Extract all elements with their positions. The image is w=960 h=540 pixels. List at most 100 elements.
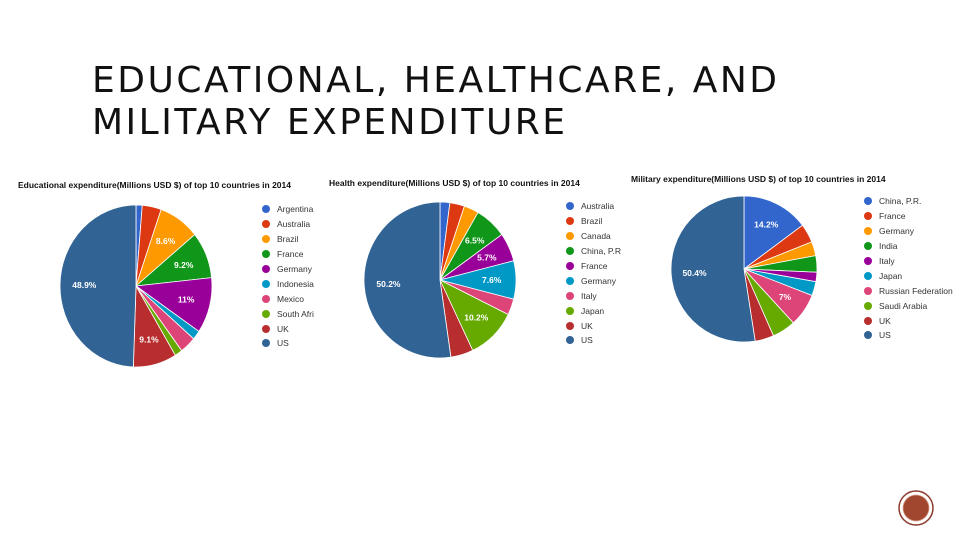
data-label-china-p-r: 14.2%: [754, 220, 779, 230]
legend-label: Italy: [581, 290, 597, 301]
legend-swatch: [566, 202, 574, 211]
legend-label: France: [581, 261, 608, 271]
legend-label: Saudi Arabia: [879, 300, 928, 311]
legend-label: Indonesia: [277, 278, 314, 289]
legend-item-italy[interactable]: Italy: [864, 254, 958, 269]
legend-item-australia[interactable]: Australia: [566, 199, 621, 214]
legend-swatch: [262, 205, 270, 214]
legend-swatch: [864, 301, 872, 310]
slide-title-line-2: MILITARY EXPENDITURE: [92, 102, 568, 143]
legend-swatch: [864, 257, 872, 265]
legend-item-argentina[interactable]: Argentina: [262, 202, 314, 217]
data-label-france: 5.7%: [477, 253, 497, 263]
legend-swatch: [262, 250, 270, 259]
legend-item-italy[interactable]: Italy: [566, 288, 621, 303]
legend-swatch: [864, 286, 872, 295]
slide-title: EDUCATIONAL, HEALTHCARE, AND MILITARY EX…: [92, 60, 780, 144]
legend-item-china-p-r[interactable]: China, P.R.: [864, 194, 958, 209]
legend-label: Australia: [277, 219, 311, 230]
legend-item-uk[interactable]: UK: [566, 318, 621, 333]
legend-label: Argentina: [277, 204, 314, 215]
data-label-uk: 9.1%: [139, 334, 159, 344]
legend-label: US: [581, 335, 593, 346]
legend-swatch: [262, 324, 270, 333]
legend-item-france[interactable]: France: [864, 209, 958, 224]
legend-label: China, P.R.: [879, 196, 922, 207]
data-label-brazil: 8.6%: [156, 236, 176, 246]
legend-label: Brazil: [277, 234, 299, 245]
pie-slice-us[interactable]: [59, 204, 137, 368]
legend-item-russian-federation[interactable]: Russian Federation: [864, 283, 958, 298]
legend-label: France: [277, 249, 304, 260]
legend-swatch: [262, 235, 270, 244]
legend-label: Germany: [277, 264, 312, 274]
legend-item-germany[interactable]: Germany: [864, 224, 958, 239]
legend-item-australia[interactable]: Australia: [262, 217, 314, 232]
military-pie-chart: 14.2% 7% 50.4%: [670, 195, 818, 343]
legend-swatch: [566, 262, 574, 270]
data-label-japan: 10.2%: [464, 313, 489, 323]
legend-label: UK: [277, 323, 289, 334]
legend-item-uk[interactable]: UK: [262, 321, 314, 336]
legend-item-china-p-r[interactable]: China, P.R: [566, 244, 621, 259]
legend-swatch: [262, 309, 270, 318]
legend-swatch: [864, 242, 872, 251]
legend-item-us[interactable]: US: [262, 336, 314, 351]
legend-swatch: [566, 232, 574, 241]
legend-swatch: [566, 291, 574, 300]
legend-label: US: [879, 330, 891, 341]
pie-slice-us[interactable]: [363, 201, 452, 359]
legend-item-germany[interactable]: Germany: [262, 262, 314, 277]
legend-item-saudi-arabia[interactable]: Saudi Arabia: [864, 298, 958, 313]
legend-item-india[interactable]: India: [864, 239, 958, 254]
legend-item-us[interactable]: US: [864, 328, 958, 343]
legend-swatch: [566, 247, 574, 256]
legend-label: Italy: [879, 256, 895, 266]
legend-swatch: [864, 197, 872, 206]
legend-item-indonesia[interactable]: Indonesia: [262, 276, 314, 291]
pie-slice-china-p-r[interactable]: [743, 195, 804, 270]
legend-label: Russian Federation: [879, 285, 953, 296]
legend-label: South Afri: [277, 308, 314, 319]
legend-item-uk[interactable]: UK: [864, 313, 958, 328]
legend-label: UK: [581, 320, 593, 331]
legend-label: Brazil: [581, 216, 603, 227]
legend-item-mexico[interactable]: Mexico: [262, 291, 314, 306]
education-chart-title: Educational expenditure(Millions USD $) …: [18, 180, 291, 190]
legend-label: France: [879, 211, 906, 222]
legend-swatch: [566, 276, 574, 285]
legend-item-south-afri[interactable]: South Afri: [262, 306, 314, 321]
legend-swatch: [262, 279, 270, 288]
health-pie-chart: 6.5% 5.7% 7.6% 10.2% 50.2%: [363, 201, 517, 359]
data-label-germany: 11%: [178, 294, 195, 304]
legend-swatch: [566, 217, 574, 226]
legend-label: Germany: [581, 275, 616, 286]
data-label-us: 48.9%: [72, 280, 97, 290]
legend-swatch: [864, 331, 872, 340]
legend-item-japan[interactable]: Japan: [566, 303, 621, 318]
legend-item-brazil[interactable]: Brazil: [566, 214, 621, 229]
legend-item-canada[interactable]: Canada: [566, 229, 621, 244]
legend-item-france[interactable]: France: [566, 259, 621, 274]
legend-swatch: [864, 271, 872, 280]
legend-label: Australia: [581, 201, 615, 212]
legend-item-brazil[interactable]: Brazil: [262, 232, 314, 247]
legend-label: UK: [879, 315, 891, 326]
legend-item-france[interactable]: France: [262, 247, 314, 262]
legend-swatch: [566, 306, 574, 315]
legend-item-us[interactable]: US: [566, 333, 621, 348]
legend-swatch: [262, 265, 270, 273]
legend-item-germany[interactable]: Germany: [566, 273, 621, 288]
military-chart-title: Military expenditure(Millions USD $) of …: [631, 174, 886, 184]
education-legend: Argentina Australia Brazil France Germany Ind…: [262, 202, 314, 351]
legend-label: Japan: [581, 305, 605, 316]
legend-item-japan[interactable]: Japan: [864, 268, 958, 283]
slide-title-line-1: EDUCATIONAL, HEALTHCARE, AND: [92, 60, 780, 101]
health-chart-title: Health expenditure(Millions USD $) of to…: [329, 178, 580, 188]
data-label-us: 50.4%: [682, 268, 707, 278]
legend-label: Japan: [879, 270, 903, 281]
data-label-russian-federation: 7%: [779, 292, 792, 302]
pie-slice-us[interactable]: [670, 195, 756, 343]
legend-label: China, P.R: [581, 246, 622, 257]
legend-label: US: [277, 338, 289, 349]
